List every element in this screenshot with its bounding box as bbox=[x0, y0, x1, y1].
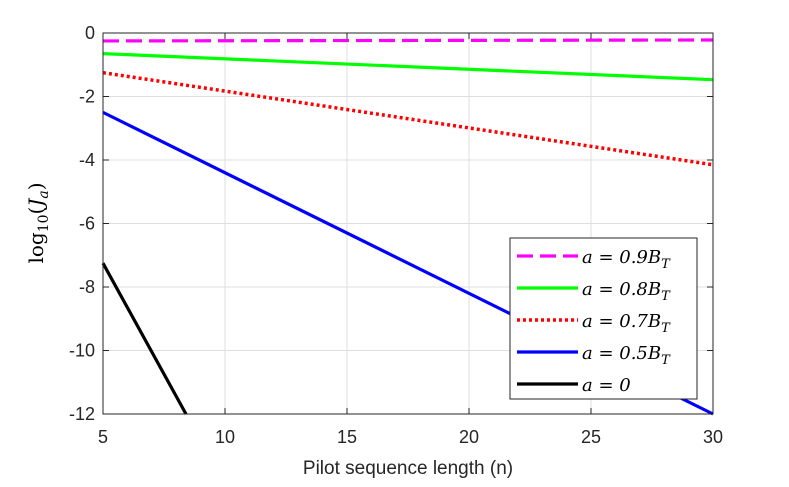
y-tick-label: -4 bbox=[79, 150, 95, 170]
x-tick-label: 15 bbox=[337, 427, 357, 447]
legend-entries: a = 0.9BT a = 0.8BT a = 0.7BT a = 0.5BT a = … bbox=[517, 247, 671, 396]
y-axis-title-close: ) bbox=[24, 182, 48, 190]
y-tick-label: -6 bbox=[79, 214, 95, 234]
x-axis-title: Pilot sequence length (n) bbox=[303, 458, 513, 479]
axis-ticks bbox=[102, 32, 714, 415]
y-axis-title-open: ( bbox=[24, 207, 48, 215]
legend-label-2: a = 0.8BT bbox=[582, 279, 671, 304]
x-tick-label: 20 bbox=[459, 427, 479, 447]
y-tick-label: -12 bbox=[69, 404, 95, 424]
legend-label-5: a = 0 bbox=[582, 375, 631, 396]
y-tick-labels: 0 -2 -4 -6 -8 -10 -12 bbox=[69, 23, 95, 424]
legend-label-1: a = 0.9BT bbox=[582, 247, 671, 272]
y-axis-title-func: log bbox=[24, 232, 48, 263]
series-line-3 bbox=[102, 70, 714, 167]
series-line-1 bbox=[102, 38, 714, 43]
y-axis-title-var-sub: a bbox=[36, 190, 52, 198]
y-axis-title-func-sub: 10 bbox=[36, 214, 52, 232]
series-line-2 bbox=[102, 52, 714, 82]
y-tick-label: -8 bbox=[79, 277, 95, 297]
y-tick-label: -2 bbox=[79, 87, 95, 107]
x-tick-label: 5 bbox=[98, 427, 108, 447]
y-tick-label: -10 bbox=[69, 341, 95, 361]
x-tick-label: 10 bbox=[215, 427, 235, 447]
series-line-5 bbox=[101, 262, 188, 415]
x-tick-label: 30 bbox=[703, 427, 723, 447]
x-tick-label: 25 bbox=[581, 427, 601, 447]
y-tick-label: 0 bbox=[85, 23, 95, 43]
legend-label-3: a = 0.7BT bbox=[582, 311, 671, 336]
x-tick-labels: 5 10 15 20 25 30 bbox=[98, 427, 723, 447]
y-axis-title: log10(Ja) bbox=[24, 182, 52, 263]
y-axis-title-var: J bbox=[24, 198, 48, 211]
legend: a = 0.9BT a = 0.8BT a = 0.7BT a = 0.5BT a = … bbox=[509, 237, 698, 400]
legend-label-4: a = 0.5BT bbox=[582, 343, 671, 368]
